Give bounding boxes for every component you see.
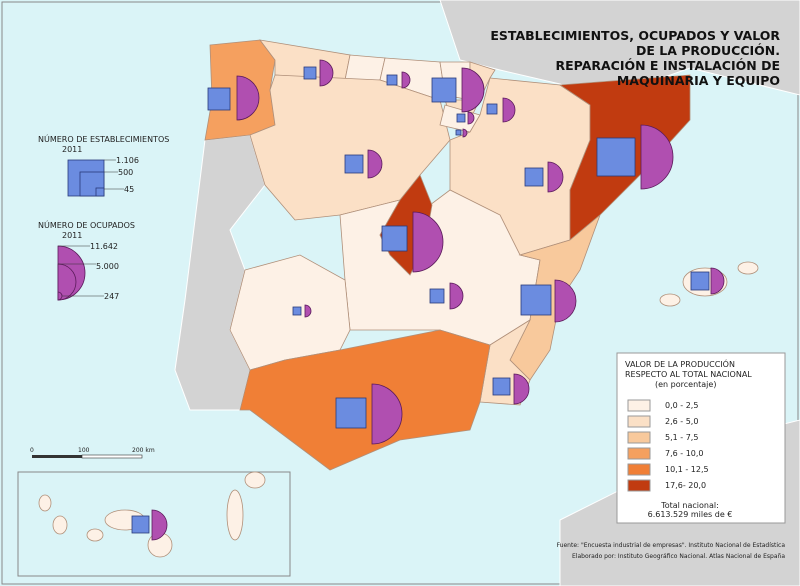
source: Elaborado por: Instituto Geográfico Naci… <box>572 553 785 560</box>
scale-label: 200 km <box>132 447 155 454</box>
source: Fuente: "Encuesta industrial de empresas… <box>557 542 786 549</box>
symbol <box>292 306 302 316</box>
title-line: ESTABLECIMIENTOS, OCUPADOS Y VALOR <box>490 28 780 43</box>
title-line: REPARACIÓN E INSTALACIÓN DE <box>556 58 780 73</box>
symbol <box>547 161 564 193</box>
symbol <box>304 304 312 318</box>
legend-swatch <box>627 415 651 428</box>
legend-tick: 1.106 <box>116 156 139 165</box>
legend-class-label: 5,1 - 7,5 <box>665 433 698 442</box>
symbol <box>131 515 150 534</box>
legend-symbol <box>95 187 105 197</box>
region <box>659 293 681 307</box>
scale-bar <box>32 455 82 458</box>
symbol <box>412 211 444 273</box>
symbol <box>319 59 334 87</box>
symbol <box>371 383 403 445</box>
region <box>244 471 266 489</box>
symbol <box>303 66 317 80</box>
symbol <box>429 288 445 304</box>
scale-label: 0 <box>30 447 34 454</box>
symbol <box>462 128 468 138</box>
legend-swatch <box>627 431 651 444</box>
legend-swatch <box>627 399 651 412</box>
legend-tick: 45 <box>124 185 134 194</box>
symbol <box>640 124 674 190</box>
legend-leader <box>104 159 124 190</box>
symbol <box>461 67 485 113</box>
symbol <box>207 87 231 111</box>
legend-title: RESPECTO AL TOTAL NACIONAL <box>625 370 752 379</box>
legend-title: 2011 <box>62 231 82 240</box>
symbol <box>386 74 398 86</box>
region <box>344 54 386 81</box>
symbol <box>431 77 457 103</box>
legend-class-label: 17,6- 20,0 <box>665 481 706 490</box>
symbol <box>456 113 466 123</box>
scale-label: 100 <box>78 447 90 454</box>
symbol <box>492 377 511 396</box>
legend-tick: 247 <box>104 292 119 301</box>
legend-title: NÚMERO DE ESTABLECIMIENTOS <box>38 133 169 144</box>
legend-title: VALOR DE LA PRODUCCIÓN <box>625 358 735 369</box>
legend-title: NÚMERO DE OCUPADOS <box>38 219 135 230</box>
legend-class-label: 7,6 - 10,0 <box>665 449 704 458</box>
legend-symbol <box>57 291 63 301</box>
symbol <box>486 103 498 115</box>
legend-class-label: 0,0 - 2,5 <box>665 401 698 410</box>
symbol <box>513 373 530 405</box>
symbols <box>131 59 725 541</box>
region <box>86 528 104 542</box>
legend-class-label: 2,6 - 5,0 <box>665 417 698 426</box>
total-value: 6.613.529 miles de € <box>648 510 733 519</box>
symbol <box>520 284 552 316</box>
symbol <box>344 154 364 174</box>
region <box>38 494 52 512</box>
legend-symbol <box>57 263 77 301</box>
symbol <box>151 509 168 541</box>
legend-tick: 11.642 <box>90 242 118 251</box>
symbol <box>467 111 475 125</box>
symbol <box>690 271 710 291</box>
symbol <box>449 282 464 310</box>
title-line: DE LA PRODUCCIÓN. <box>636 43 780 58</box>
region <box>737 261 759 275</box>
scale-bar <box>81 454 143 459</box>
legend-swatch <box>627 447 651 460</box>
symbol <box>524 167 544 187</box>
region <box>52 515 68 535</box>
symbol <box>710 267 725 295</box>
symbol <box>455 129 462 136</box>
legend-title: 2011 <box>62 145 82 154</box>
region <box>226 489 244 541</box>
symbol <box>381 225 408 252</box>
symbol <box>554 279 577 323</box>
symbol <box>502 97 516 123</box>
legend-swatch <box>627 463 651 476</box>
legend-leader <box>58 245 104 297</box>
total-label: Total nacional: <box>660 501 719 510</box>
symbol <box>236 75 260 121</box>
legend-tick: 5.000 <box>96 262 119 271</box>
symbol <box>335 397 367 429</box>
legend-title: (en porcentaje) <box>655 380 716 389</box>
legend-tick: 500 <box>118 168 133 177</box>
symbol <box>401 71 411 89</box>
title-line: MAQUINARIA Y EQUIPO <box>617 73 780 88</box>
symbol <box>596 137 636 177</box>
legend-class-label: 10,1 - 12,5 <box>665 465 709 474</box>
legend-swatch <box>627 479 651 492</box>
symbol <box>367 149 383 179</box>
